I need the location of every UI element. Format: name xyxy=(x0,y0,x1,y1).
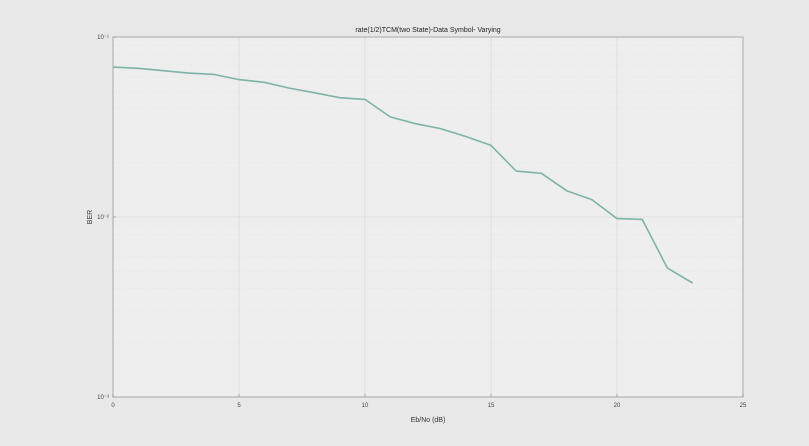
x-tick-label: 15 xyxy=(488,403,495,409)
chart-title: rate(1/2)TCM(two State)-Data Symbol- Var… xyxy=(355,27,500,34)
x-tick-label: 25 xyxy=(740,403,747,409)
series-line xyxy=(112,66,694,284)
tick-labels: 0 5 10 15 20 25 10⁻³ 10⁻² 10⁻¹ xyxy=(97,35,747,409)
y-tick-label: 10⁻³ xyxy=(97,395,109,401)
x-tick-label: 20 xyxy=(614,403,621,409)
series-layer xyxy=(112,66,694,284)
y-axis-label: BER xyxy=(87,210,94,224)
grid xyxy=(113,36,743,398)
y-tick-label: 10⁻² xyxy=(97,215,109,221)
x-tick-label: 5 xyxy=(237,403,241,409)
y-tick-label: 10⁻¹ xyxy=(97,35,109,41)
x-tick-label: 10 xyxy=(362,403,369,409)
x-axis-label: Eb/No (dB) xyxy=(411,417,446,424)
x-tick-label: 0 xyxy=(111,403,115,409)
